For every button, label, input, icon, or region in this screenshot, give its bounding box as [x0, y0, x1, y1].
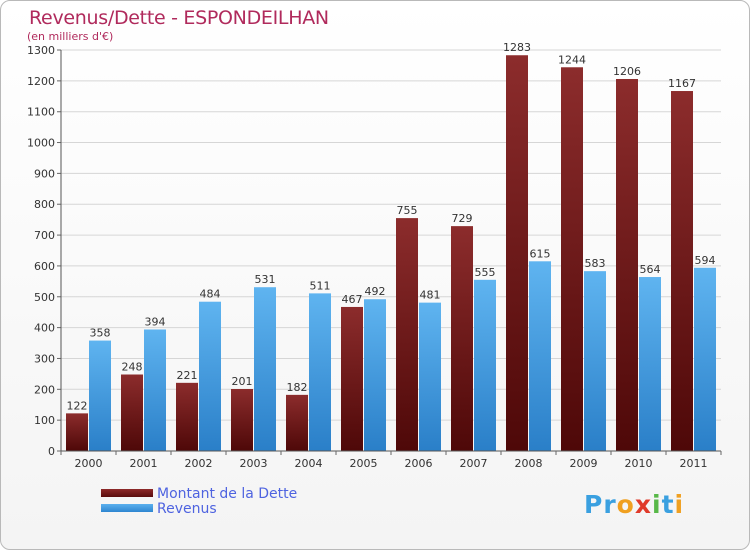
- bar-debt: [121, 374, 143, 451]
- data-label: 122: [67, 399, 88, 412]
- bar-debt: [286, 394, 308, 451]
- y-tick-label: 700: [34, 229, 55, 242]
- bar-revenus: [254, 287, 276, 451]
- data-label: 182: [287, 381, 308, 394]
- x-tick-label: 2000: [75, 457, 103, 470]
- legend-swatch-revenus: [101, 504, 153, 512]
- data-label: 248: [122, 361, 143, 374]
- bar-debt: [231, 388, 253, 451]
- y-tick-label: 900: [34, 167, 55, 180]
- bar-revenus: [199, 301, 221, 451]
- bar-debt: [66, 413, 88, 451]
- logo-letter: P: [584, 490, 604, 519]
- y-tick-label: 400: [34, 322, 55, 335]
- data-label: 531: [255, 273, 276, 286]
- logo-letter: i: [674, 490, 685, 519]
- legend-label-revenus: Revenus: [157, 501, 217, 517]
- axes: 0 100 200 300 400 500 600 700 800 900 1000 1100 1200…: [27, 44, 722, 470]
- bar-revenus: [89, 340, 111, 451]
- bar-debt: [671, 91, 693, 451]
- bar-revenus: [309, 293, 331, 451]
- data-label: 511: [310, 279, 331, 292]
- bar-debt: [506, 55, 528, 452]
- x-tick-label: 2002: [185, 457, 213, 470]
- bar-debt: [561, 67, 583, 451]
- data-label: 1167: [668, 77, 696, 90]
- bar-revenus: [419, 302, 441, 451]
- bar-revenus: [144, 329, 166, 451]
- x-tick-label: 2011: [680, 457, 708, 470]
- data-label: 615: [530, 247, 551, 260]
- bar-debt: [451, 226, 473, 451]
- bar-debt: [396, 218, 418, 451]
- y-tick-label: 600: [34, 260, 55, 273]
- data-label: 1244: [558, 53, 586, 66]
- y-tick-label: 1000: [27, 137, 55, 150]
- data-label: 221: [177, 369, 198, 382]
- data-label: 564: [640, 263, 661, 276]
- bar-revenus: [694, 267, 716, 451]
- logo-letter: o: [616, 490, 635, 519]
- data-label: 467: [342, 293, 363, 306]
- y-tick-label: 500: [34, 291, 55, 304]
- bar-debt: [616, 78, 638, 451]
- y-tick-label: 200: [34, 383, 55, 396]
- grid-lines: [61, 49, 721, 452]
- data-label: 394: [145, 315, 166, 328]
- y-tick-label: 300: [34, 352, 55, 365]
- data-label: 555: [475, 266, 496, 279]
- logo-letter: r: [603, 490, 617, 519]
- y-tick-label: 1100: [27, 106, 55, 119]
- y-tick-label: 100: [34, 414, 55, 427]
- chart-title: Revenus/Dette - ESPONDEILHAN: [29, 7, 329, 29]
- x-tick-label: 2005: [350, 457, 378, 470]
- data-label: 492: [365, 285, 386, 298]
- data-label: 583: [585, 257, 606, 270]
- data-label: 729: [452, 212, 473, 225]
- y-tick-label: 800: [34, 198, 55, 211]
- y-tick-label: 1200: [27, 75, 55, 88]
- bar-revenus: [584, 271, 606, 451]
- bar-revenus: [529, 261, 551, 451]
- x-tick-label: 2001: [130, 457, 158, 470]
- data-label: 1206: [613, 65, 641, 78]
- data-label: 481: [420, 289, 441, 302]
- legend-label-debt: Montant de la Dette: [157, 486, 298, 502]
- x-tick-label: 2010: [625, 457, 653, 470]
- x-tick-label: 2009: [570, 457, 598, 470]
- data-label: 594: [695, 254, 716, 267]
- data-label: 484: [200, 288, 221, 301]
- x-tick-label: 2004: [295, 457, 323, 470]
- bar-debt: [176, 382, 198, 451]
- data-label: 358: [90, 327, 111, 340]
- proxiti-logo: Proxiti: [584, 490, 684, 519]
- bar-revenus: [364, 299, 386, 451]
- x-tick-label: 2008: [515, 457, 543, 470]
- bar-debt: [341, 306, 363, 451]
- y-tick-label: 0: [48, 445, 55, 458]
- data-label: 201: [232, 375, 253, 388]
- chart-subtitle: (en milliers d'€): [27, 30, 114, 43]
- x-tick-label: 2006: [405, 457, 433, 470]
- logo-letter: t: [661, 490, 675, 519]
- bar-revenus: [474, 279, 496, 451]
- x-tick-label: 2003: [240, 457, 268, 470]
- legend-swatch-debt: [101, 489, 153, 497]
- x-tick-label: 2007: [460, 457, 488, 470]
- bars: [66, 55, 716, 452]
- data-label: 1283: [503, 41, 531, 54]
- logo-letter: x: [634, 490, 652, 519]
- logo-letter: i: [652, 490, 662, 519]
- y-tick-label: 1300: [27, 44, 55, 57]
- bar-revenus: [639, 277, 661, 451]
- data-label: 755: [397, 204, 418, 217]
